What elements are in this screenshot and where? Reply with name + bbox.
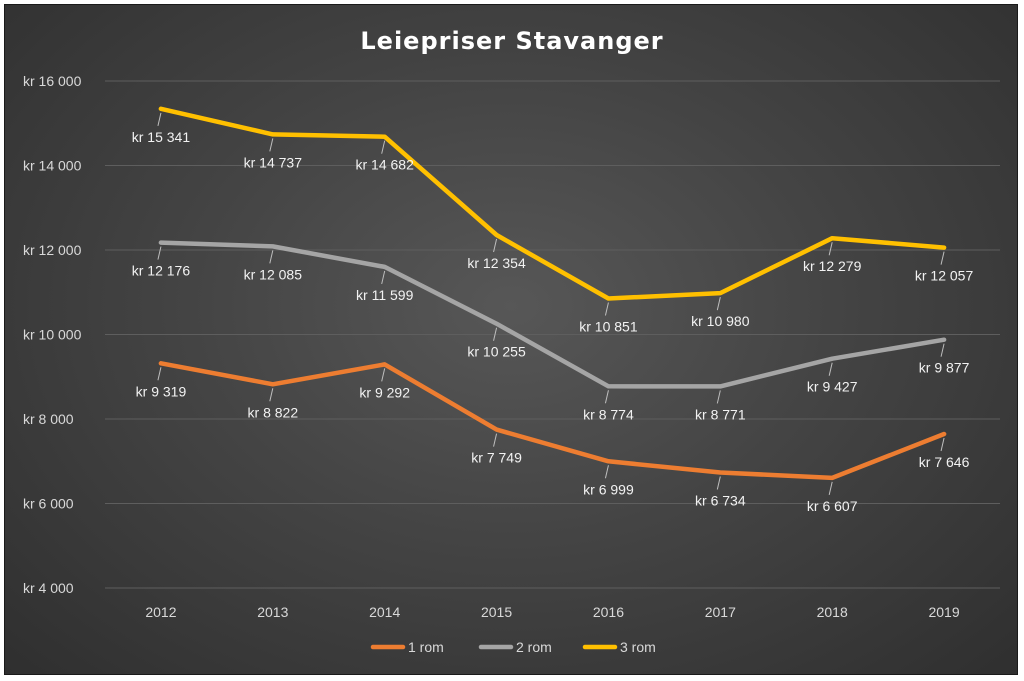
grid-layer: [105, 80, 1000, 589]
data-label: kr 10 980: [691, 313, 750, 329]
x-tick-label: 2013: [257, 604, 288, 620]
data-label: kr 12 354: [467, 255, 526, 271]
data-label: kr 6 734: [695, 492, 746, 508]
leader-line: [604, 302, 609, 316]
y-tick-label: kr 6 000: [23, 496, 74, 512]
data-label: kr 7 749: [471, 450, 522, 466]
data-label: kr 9 427: [807, 379, 858, 395]
leader-line: [716, 476, 721, 490]
data-label: kr 7 646: [919, 454, 970, 470]
series-line-3-rom: [158, 106, 947, 301]
data-label: kr 14 737: [244, 154, 303, 170]
leader-line: [381, 368, 386, 382]
leader-line: [940, 251, 945, 265]
x-axis: 2012 2013 2014 2015 2016 2017 2018 2019: [145, 604, 959, 620]
data-label: kr 8 771: [695, 406, 746, 422]
series-line-1-rom: [158, 361, 947, 481]
data-label: kr 6 999: [583, 481, 634, 497]
chart-frame: Leiepriser Stavanger kr 4 000 kr 6 000 kr …: [4, 4, 1018, 675]
leader-line: [716, 390, 721, 404]
leader-line: [604, 465, 609, 479]
y-tick-label: kr 10 000: [23, 327, 82, 343]
leader-line: [269, 388, 274, 402]
data-label: kr 15 341: [132, 129, 191, 145]
data-label: kr 12 279: [803, 258, 862, 274]
leader-line: [604, 390, 609, 404]
data-label: kr 10 255: [467, 344, 526, 360]
legend-label: 2 rom: [516, 639, 552, 655]
y-tick-label: kr 14 000: [23, 158, 82, 174]
leader-line: [381, 140, 386, 154]
leader-line: [493, 433, 498, 447]
x-tick-label: 2019: [928, 604, 959, 620]
data-label: kr 11 599: [356, 287, 414, 303]
legend-label: 1 rom: [408, 639, 444, 655]
data-label: kr 8 774: [583, 406, 634, 422]
y-tick-label: kr 12 000: [23, 242, 82, 258]
x-tick-label: 2018: [817, 604, 848, 620]
leader-line: [269, 138, 274, 152]
series-layer: [158, 106, 947, 481]
leader-line: [493, 327, 498, 341]
x-tick-label: 2017: [705, 604, 736, 620]
data-label: kr 12 085: [244, 266, 303, 282]
y-tick-label: kr 8 000: [23, 411, 74, 427]
leader-line: [828, 481, 833, 495]
data-label: kr 12 176: [132, 263, 191, 279]
y-tick-label: kr 4 000: [23, 580, 74, 596]
legend: 1 rom 2 rom 3 rom: [370, 639, 656, 655]
data-label-layer: kr 9 319 kr 8 822 kr 9 292 kr 7 749 kr 6 999…: [132, 112, 974, 514]
chart-title: Leiepriser Stavanger: [360, 27, 663, 55]
leader-line: [381, 270, 386, 285]
data-label: kr 9 292: [359, 384, 410, 400]
x-tick-label: 2012: [145, 604, 176, 620]
data-label: kr 10 851: [579, 319, 638, 335]
leader-line: [940, 343, 945, 357]
data-label: kr 8 822: [248, 404, 299, 420]
y-axis: kr 4 000 kr 6 000 kr 8 000 kr 10 000 kr 12 0…: [23, 73, 82, 596]
x-tick-label: 2015: [481, 604, 512, 620]
x-tick-label: 2014: [369, 604, 400, 620]
leader-line: [828, 242, 833, 256]
leader-line: [716, 296, 721, 311]
series-line-2-rom: [158, 240, 947, 389]
leader-line: [157, 246, 162, 260]
leader-line: [493, 238, 498, 253]
leader-line: [269, 250, 274, 264]
y-tick-label: kr 16 000: [23, 73, 82, 89]
x-tick-label: 2016: [593, 604, 624, 620]
leader-line: [940, 437, 945, 452]
data-label: kr 14 682: [356, 157, 415, 173]
leader-line: [157, 112, 162, 126]
data-label: kr 12 057: [915, 268, 974, 284]
leader-line: [828, 362, 833, 376]
data-label: kr 9 319: [136, 383, 187, 399]
legend-label: 3 rom: [620, 639, 656, 655]
data-label: kr 9 877: [919, 360, 970, 376]
leader-line: [157, 367, 162, 381]
data-label: kr 6 607: [807, 498, 858, 514]
